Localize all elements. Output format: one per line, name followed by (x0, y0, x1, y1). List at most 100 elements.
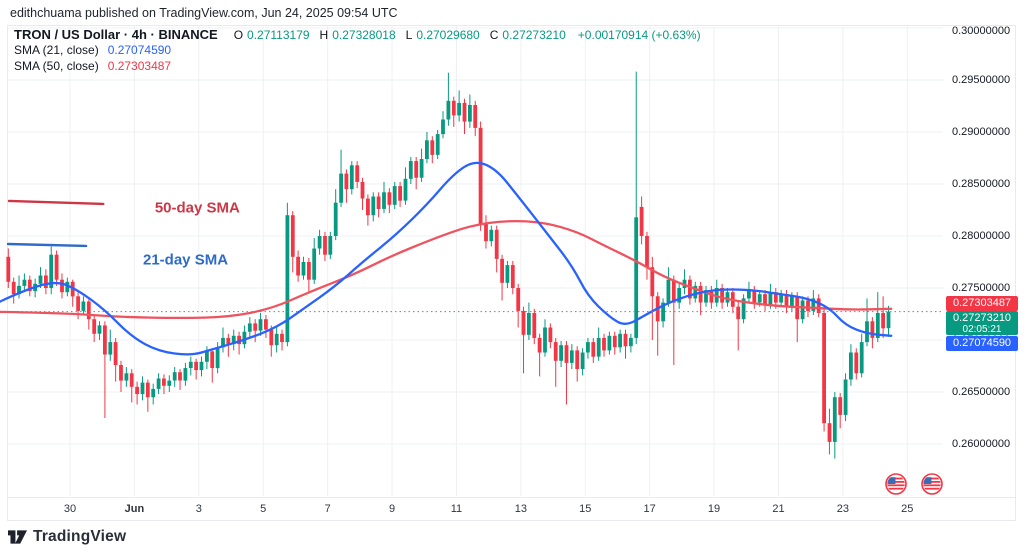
candle-body (323, 236, 327, 255)
candle-body (886, 311, 891, 329)
candle-body (371, 196, 376, 216)
time-tick-label: 21 (772, 503, 785, 515)
candle-body (564, 345, 569, 363)
candle-body (543, 327, 547, 353)
candle-body (634, 217, 639, 338)
candle-body (247, 323, 252, 332)
sma21-row: SMA (21, close) 0.27074590 (14, 43, 701, 59)
price-tick-label: 0.26500000 (952, 386, 1011, 398)
publish-attribution: edithchuama published on TradingView.com… (10, 6, 398, 20)
candle-body (790, 296, 794, 307)
candle-body (285, 215, 290, 343)
candle-body (629, 337, 633, 347)
sma50-tag-value: 0.27303487 (952, 297, 1012, 309)
candle-body (843, 379, 848, 415)
sma21-annotation-label: 21-day SMA (143, 252, 228, 269)
price-axis[interactable]: 0.260000000.265000000.270000000.27500000… (945, 25, 1024, 497)
change-value: +0.00170914 (+0.63%) (577, 28, 701, 42)
candle-body (854, 352, 859, 374)
candle-body (688, 279, 692, 299)
candle-body (736, 306, 741, 320)
candle-body (398, 186, 402, 201)
candle-body (548, 327, 553, 343)
candle-body (317, 236, 322, 249)
time-axis[interactable]: 30 Jun 3 5 7 9 11 13 15 17 19 21 23 25 (7, 497, 1016, 522)
candle-body (580, 352, 585, 370)
candle-body (569, 350, 574, 363)
time-tick-label: 23 (836, 503, 849, 515)
candle-body (151, 388, 156, 398)
sma21-tag-value: 0.27074590 (952, 337, 1012, 349)
candle-body (650, 267, 655, 297)
candle-body (500, 258, 504, 283)
sma50-label: SMA (50, close) (14, 59, 99, 73)
grid (8, 25, 943, 497)
sma21-line (0, 161, 893, 356)
candle-body (816, 298, 821, 313)
candle-body (720, 288, 724, 303)
price-tick-label: 0.28000000 (952, 230, 1011, 242)
candle-body (881, 313, 885, 329)
candle-body (468, 105, 472, 122)
candle-body (280, 333, 284, 343)
candle-body (38, 275, 43, 284)
candle-body (205, 351, 209, 362)
candle-body (382, 192, 386, 209)
candle-body (596, 337, 601, 357)
us-flag-icon[interactable] (885, 473, 907, 495)
open-value: 0.27113179 (247, 28, 310, 42)
price-tick-label: 0.30000000 (952, 25, 1011, 37)
candle-body (822, 313, 826, 424)
candle-body (258, 319, 263, 331)
time-tick-label: 25 (901, 503, 914, 515)
candle-body (92, 319, 97, 334)
candle-body (140, 382, 145, 394)
symbol-row: TRON / US Dollar · 4h · BINANCE O 0.27113… (14, 27, 701, 43)
candle-body (156, 378, 161, 389)
candle-body (462, 102, 467, 122)
tradingview-logo-icon (8, 530, 27, 544)
time-tick-label: 11 (450, 503, 463, 515)
candle-body (253, 323, 258, 331)
candle-body (859, 342, 864, 374)
candle-body (301, 262, 306, 276)
us-flag-icon[interactable] (921, 473, 943, 495)
candle-body (602, 337, 606, 351)
candle-body (430, 140, 435, 155)
open-label: O (233, 28, 244, 42)
candle-body (376, 196, 381, 209)
candle-body (81, 301, 86, 311)
candle-body (709, 290, 714, 303)
candle-body (264, 319, 268, 330)
candle-body (623, 333, 628, 347)
candle-body (183, 368, 188, 381)
candle-body (86, 301, 91, 320)
last-price-tag: 0.27273210 02:05:21 (946, 311, 1018, 335)
candle-body (489, 229, 494, 242)
tradingview-branding[interactable]: TradingView (8, 528, 126, 546)
sma50-line (0, 219, 893, 320)
candle-body (645, 236, 649, 268)
candle-body (677, 288, 682, 303)
candle-body (811, 298, 816, 311)
candle-body (162, 378, 166, 386)
candle-body (11, 281, 16, 295)
candle-body (451, 100, 456, 116)
bar-countdown: 02:05:21 (962, 324, 1002, 335)
symbol-title: TRON / US Dollar · 4h · BINANCE (14, 27, 218, 42)
time-tick-label: 3 (195, 503, 202, 515)
candle-body (145, 382, 150, 398)
candle-body (188, 361, 193, 368)
candle-body (290, 215, 295, 257)
candle-body (806, 300, 810, 311)
candle-body (215, 347, 220, 369)
candle-body (113, 342, 118, 365)
candle-body (403, 178, 408, 201)
candle-body (414, 161, 419, 178)
candle-body (360, 181, 365, 199)
candle-body (392, 186, 397, 205)
candle-body (612, 335, 617, 348)
candle-body (484, 223, 488, 242)
candle-body (419, 159, 424, 178)
